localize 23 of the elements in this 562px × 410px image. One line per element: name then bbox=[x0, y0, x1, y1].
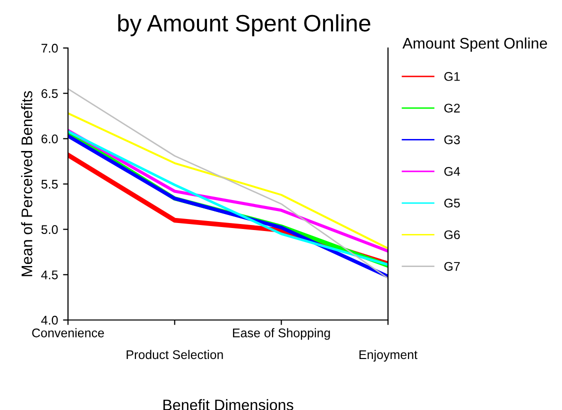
y-tick-label: 5.0 bbox=[41, 225, 58, 234]
x-tick-label: Ease of Shopping bbox=[233, 328, 330, 340]
x-tick-label: Enjoyment bbox=[360, 350, 418, 362]
legend-label: G3 bbox=[444, 135, 460, 144]
x-axis-title: Benefit Dimensions bbox=[163, 399, 294, 410]
legend-label: G2 bbox=[444, 104, 460, 113]
legend-label: G7 bbox=[444, 262, 460, 271]
legend-label: G1 bbox=[444, 72, 460, 81]
y-tick-label: 4.0 bbox=[41, 316, 58, 325]
y-tick-label: 6.5 bbox=[42, 89, 58, 98]
chart-title: by Amount Spent Online bbox=[118, 14, 370, 36]
x-tick-label: Product Selection bbox=[126, 350, 223, 360]
y-tick-label: 7.0 bbox=[42, 44, 58, 53]
legend-label: G6 bbox=[444, 230, 460, 240]
legend-label: G5 bbox=[444, 198, 460, 208]
legend-title: Amount Spent Online bbox=[402, 37, 547, 52]
y-tick-label: 4.5 bbox=[41, 270, 58, 280]
y-axis-title: Mean of Perceived Benefits bbox=[21, 91, 32, 276]
legend-label: G4 bbox=[444, 167, 460, 176]
x-tick-label: Convenience bbox=[32, 328, 104, 338]
y-tick-label: 5.5 bbox=[41, 180, 58, 189]
line-series bbox=[68, 88, 388, 279]
y-tick-label: 6.0 bbox=[42, 134, 58, 144]
